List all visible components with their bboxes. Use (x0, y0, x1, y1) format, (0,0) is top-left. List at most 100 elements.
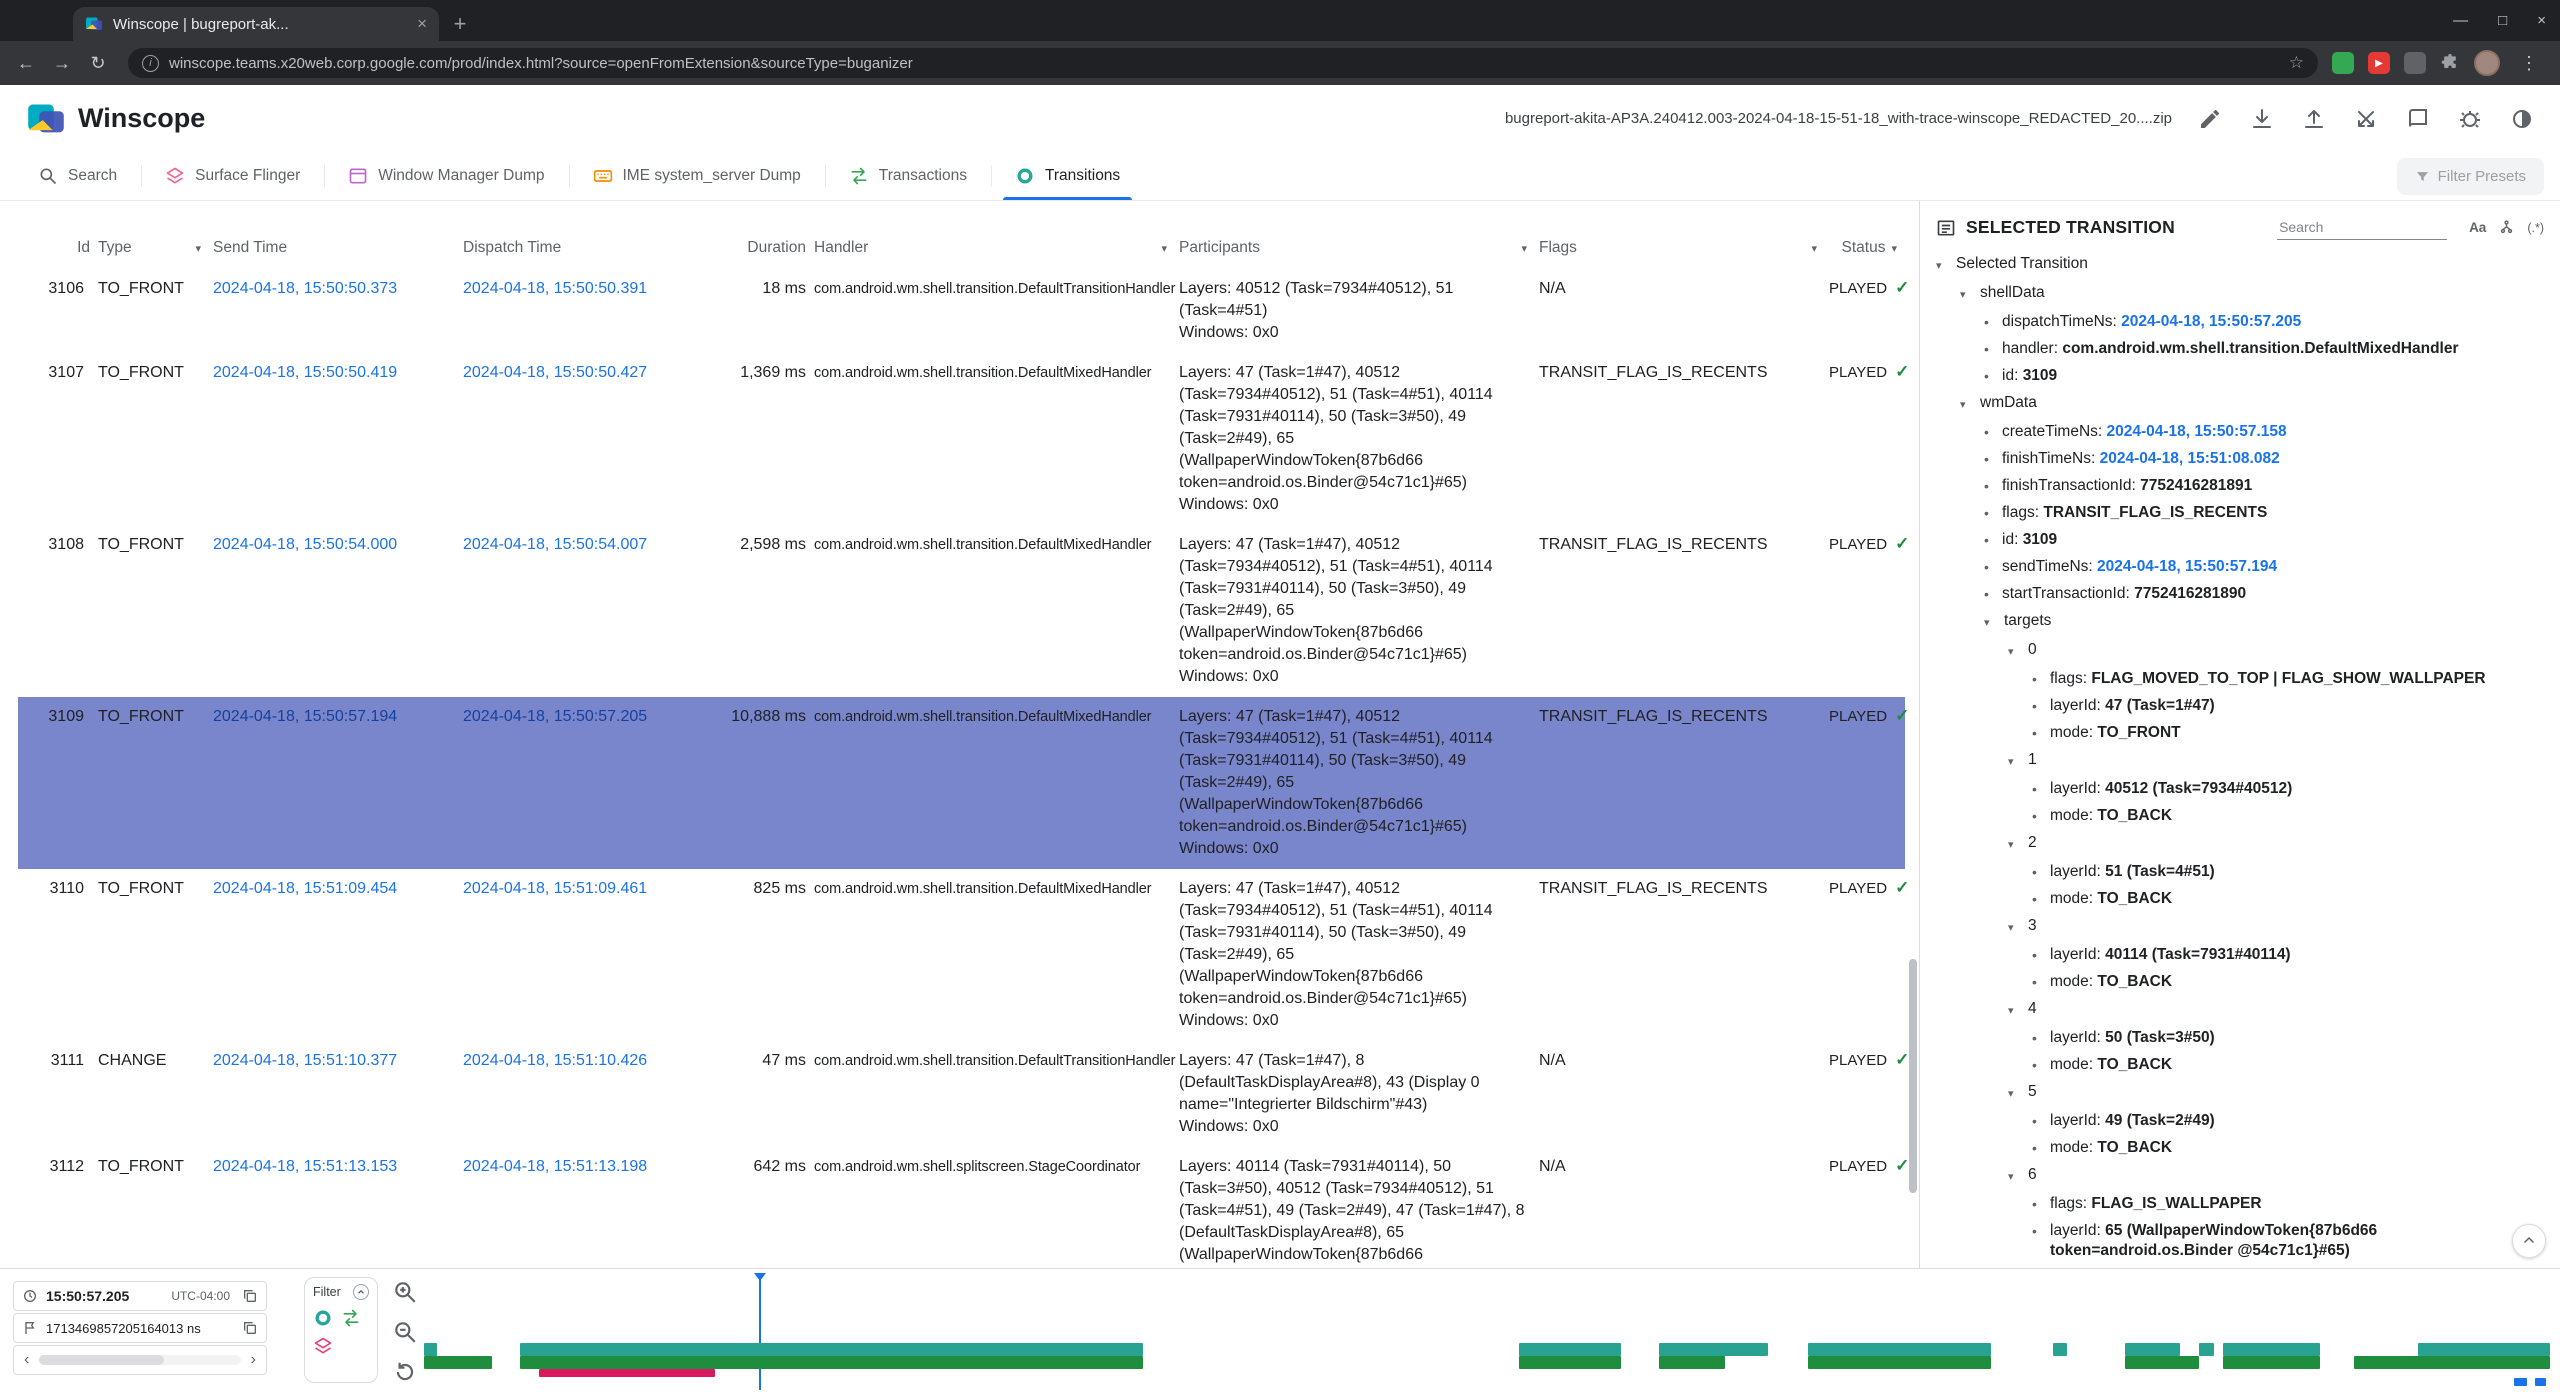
scroll-right-icon[interactable]: › (250, 1351, 256, 1368)
expand-icon[interactable]: ▾ (2008, 1087, 2014, 1100)
copy-icon[interactable] (242, 1320, 258, 1336)
dispatch-time-link[interactable]: 2024-04-18, 15:50:50.391 (463, 280, 648, 297)
tree-node[interactable]: ▾ 6 (1920, 1161, 2560, 1190)
filter-caret-icon[interactable]: ▾ (1891, 242, 1897, 255)
properties-search-input[interactable] (2277, 215, 2448, 240)
transitions-track-segment[interactable] (424, 1343, 437, 1356)
dark-mode-icon[interactable] (2510, 107, 2534, 131)
tree-node[interactable]: ▾ 0 (1920, 636, 2560, 665)
documentation-icon[interactable] (2406, 107, 2430, 131)
reload-icon[interactable]: ↻ (90, 52, 106, 73)
filter-caret-icon[interactable]: ▾ (1161, 242, 1167, 255)
transitions-track-segment[interactable] (1808, 1343, 1991, 1356)
dispatch-time-link[interactable]: 2024-04-18, 15:50:54.007 (463, 536, 648, 553)
hscroll-thumb[interactable] (39, 1355, 165, 1365)
tab-ime-system_server-dump[interactable]: IME system_server Dump (568, 152, 825, 200)
forward-icon[interactable]: → (53, 52, 71, 73)
transactions-track-segment[interactable] (519, 1356, 1143, 1369)
profile-avatar[interactable] (2474, 50, 2500, 76)
transactions-track-segment[interactable] (2222, 1356, 2321, 1369)
maximize-button[interactable]: □ (2498, 12, 2508, 29)
download-icon[interactable] (2250, 107, 2274, 131)
send-time-link[interactable]: 2024-04-18, 15:50:50.373 (213, 280, 398, 297)
send-time-link[interactable]: 2024-04-18, 15:50:54.000 (213, 536, 398, 553)
send-time-link[interactable]: 2024-04-18, 15:50:50.419 (213, 364, 398, 381)
regex-icon[interactable]: (.*) (2527, 220, 2544, 235)
dispatch-time-link[interactable]: 2024-04-18, 15:50:50.427 (463, 364, 648, 381)
expand-icon[interactable]: ▾ (2008, 755, 2014, 768)
dispatch-time-link[interactable]: 2024-04-18, 15:50:57.205 (463, 708, 648, 725)
dispatch-time-link[interactable]: 2024-04-18, 15:51:10.426 (463, 1052, 648, 1069)
tree-node[interactable]: ▾ wmData (1920, 389, 2560, 418)
expand-icon[interactable]: ▾ (2008, 1004, 2014, 1017)
browser-tab[interactable]: Winscope | bugreport-ak... × (73, 7, 439, 41)
zoom-out-button[interactable] (392, 1319, 418, 1345)
tree-node[interactable]: ▾ 5 (1920, 1078, 2560, 1107)
transactions-track-segment[interactable] (2354, 1356, 2550, 1369)
transitions-track-segment[interactable] (2052, 1343, 2068, 1356)
column-header-handler[interactable]: Handler ▾ (814, 239, 1167, 256)
bookmark-star-icon[interactable]: ☆ (2288, 53, 2304, 72)
match-case-icon[interactable]: Aa (2469, 220, 2487, 235)
expand-icon[interactable]: ▾ (1960, 398, 1966, 411)
transitions-track-segment[interactable] (1659, 1343, 1768, 1356)
transactions-track-segment[interactable] (1659, 1356, 1726, 1369)
edit-icon[interactable] (2198, 107, 2222, 131)
surfaceflinger-track-segment[interactable] (538, 1369, 716, 1377)
filter-caret-icon[interactable]: ▾ (1521, 242, 1527, 255)
expand-icon[interactable]: ▾ (2008, 921, 2014, 934)
send-time-link[interactable]: 2024-04-18, 15:51:10.377 (213, 1052, 398, 1069)
marker-track-segment[interactable] (2513, 1378, 2527, 1386)
transactions-track-segment[interactable] (2124, 1356, 2200, 1369)
tree-node[interactable]: ▾ targets (1920, 607, 2560, 636)
transitions-track-segment[interactable] (2418, 1343, 2550, 1356)
timeline-canvas[interactable] (424, 1269, 2550, 1390)
upload-icon[interactable] (2302, 107, 2326, 131)
transitions-track-segment[interactable] (2124, 1343, 2181, 1356)
filter-collapse-icon[interactable] (353, 1284, 369, 1300)
video-extension-icon[interactable]: ▶ (2368, 52, 2390, 74)
tab-transactions[interactable]: Transactions (824, 152, 991, 200)
column-header-flags[interactable]: Flags ▾ (1539, 239, 1817, 256)
timestamp-link[interactable]: 2024-04-18, 15:50:57.194 (2097, 557, 2278, 575)
column-header-type[interactable]: Type ▾ (98, 239, 201, 256)
transitions-track-segment[interactable] (2222, 1343, 2321, 1356)
report-bug-icon[interactable] (2458, 107, 2482, 131)
transactions-trace-icon[interactable] (341, 1308, 361, 1328)
filter-caret-icon[interactable]: ▾ (1811, 242, 1817, 255)
tree-node[interactable]: ▾ shellData (1920, 279, 2560, 308)
send-time-link[interactable]: 2024-04-18, 15:51:09.454 (213, 880, 398, 897)
zoom-in-button[interactable] (392, 1279, 418, 1305)
transitions-track-segment[interactable] (2199, 1343, 2215, 1356)
expand-icon[interactable]: ▾ (1960, 288, 1966, 301)
table-scrollbar[interactable] (1906, 201, 1919, 1268)
table-row[interactable]: 3110 TO_FRONT 2024-04-18, 15:51:09.454 2024… (18, 869, 1910, 1041)
timeline-hscroll[interactable]: ‹ › (13, 1345, 267, 1375)
tab-close-icon[interactable]: × (417, 14, 427, 33)
timestamp-link[interactable]: 2024-04-18, 15:51:08.082 (2099, 449, 2280, 467)
filter-presets-button[interactable]: Filter Presets (2396, 157, 2544, 195)
expand-icon[interactable]: ▾ (2008, 645, 2014, 658)
tree-node[interactable]: ▾ 4 (1920, 995, 2560, 1024)
tab-window-manager-dump[interactable]: Window Manager Dump (324, 152, 568, 200)
column-header-participants[interactable]: Participants ▾ (1179, 239, 1527, 256)
expand-icon[interactable]: ▾ (1936, 259, 1942, 272)
new-tab-button[interactable]: + (453, 11, 467, 36)
tree-node[interactable]: ▾ 1 (1920, 746, 2560, 775)
tree-filter-icon[interactable] (2498, 219, 2515, 236)
table-row[interactable]: 3106 TO_FRONT 2024-04-18, 15:50:50.373 2024… (18, 269, 1909, 353)
gray-extension-icon[interactable] (2404, 52, 2426, 74)
extensions-puzzle-icon[interactable] (2440, 53, 2460, 73)
reset-zoom-button[interactable] (392, 1359, 418, 1385)
table-row[interactable]: 3108 TO_FRONT 2024-04-18, 15:50:54.000 2024… (18, 525, 1909, 697)
tab-transitions[interactable]: Transitions (990, 152, 1144, 200)
expand-icon[interactable]: ▾ (1984, 616, 1990, 629)
marker-track-segment[interactable] (2535, 1378, 2546, 1386)
address-bar[interactable]: i winscope.teams.x20web.corp.google.com/… (128, 48, 2318, 78)
green-extension-icon[interactable] (2332, 52, 2354, 74)
send-time-link[interactable]: 2024-04-18, 15:50:57.194 (213, 708, 398, 725)
dispatch-time-link[interactable]: 2024-04-18, 15:51:09.461 (463, 880, 648, 897)
site-info-icon[interactable]: i (142, 54, 159, 72)
expand-icon[interactable]: ▾ (2008, 1170, 2014, 1183)
transactions-track-segment[interactable] (424, 1356, 493, 1369)
